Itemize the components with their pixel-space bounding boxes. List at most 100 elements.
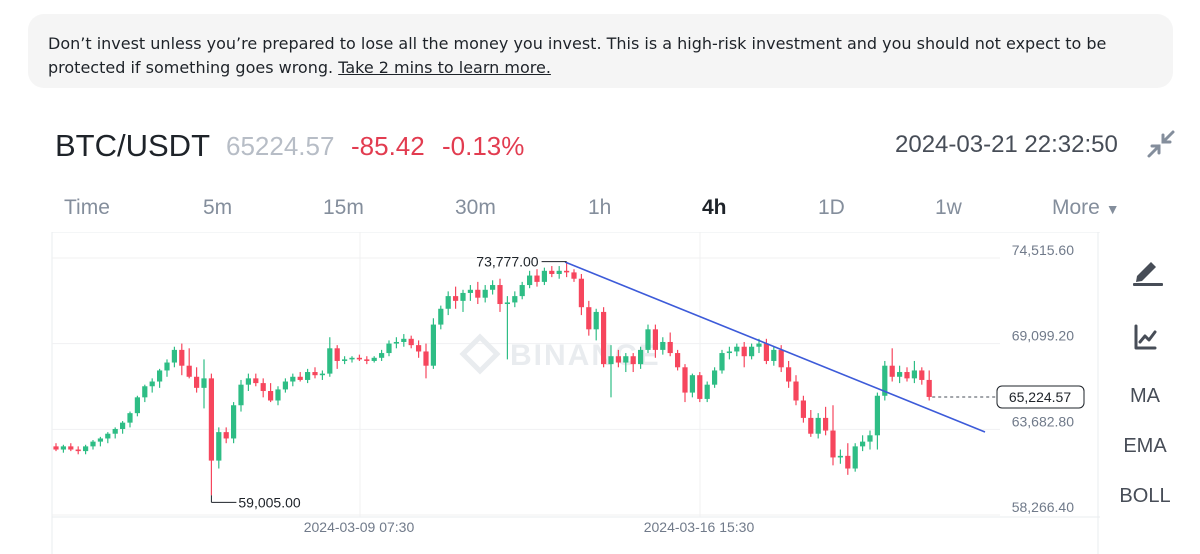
high-label: 73,777.00: [476, 254, 538, 270]
candle-up: [608, 356, 614, 365]
candle-down: [534, 275, 540, 282]
draw-pen-icon[interactable]: [1105, 252, 1185, 286]
watermark-text: BINANCE: [510, 339, 661, 372]
y-tick-label: 63,682.80: [1012, 413, 1074, 429]
candle-up: [815, 417, 821, 434]
current-price-box: [996, 385, 1085, 409]
candle-up: [726, 351, 732, 354]
candle-down: [297, 376, 303, 380]
candlestick-chart[interactable]: BINANCE 73,777.00 59,005.00 74,515.60 69,099…: [0, 232, 1100, 554]
interval-4h[interactable]: 4h: [702, 196, 727, 219]
candle-up: [216, 432, 222, 461]
candle-up: [638, 349, 644, 365]
candle-up: [837, 455, 843, 458]
candle-down: [223, 432, 229, 439]
candle-down: [75, 449, 81, 452]
interval-5m[interactable]: 5m: [203, 196, 233, 219]
candle-down: [475, 289, 481, 298]
candle-up: [512, 296, 518, 303]
indicator-chart-icon[interactable]: [1105, 322, 1185, 352]
ma-indicator-button[interactable]: MA: [1130, 385, 1160, 407]
candle-down: [697, 375, 703, 399]
candle-down: [253, 378, 259, 384]
candle-up: [482, 289, 488, 298]
candle-up: [386, 343, 392, 354]
candle-down: [889, 365, 895, 377]
candle-up: [749, 346, 755, 357]
interval-1w[interactable]: 1w: [935, 196, 962, 219]
candle-down: [564, 270, 570, 273]
candle-down: [453, 296, 459, 301]
last-price: 65224.57: [226, 131, 335, 161]
price-change-percent: -0.13%: [442, 131, 525, 161]
candle-up: [282, 381, 288, 390]
candle-up: [127, 413, 133, 423]
candle-up: [134, 397, 140, 414]
candle-up: [556, 270, 562, 274]
interval-more-label: More: [1052, 196, 1100, 219]
candle-up: [756, 343, 762, 347]
candle-up: [305, 372, 311, 380]
candle-down: [408, 338, 414, 346]
candle-down: [334, 348, 340, 361]
interval-selector: Time 5m 15m 30m 1h 4h 1D 1w More ▼: [0, 196, 1200, 226]
collapse-icon[interactable]: [1145, 128, 1177, 160]
candle-up: [623, 356, 629, 363]
interval-more[interactable]: More ▼: [1052, 196, 1120, 220]
candle-down: [578, 278, 584, 308]
candle-up: [201, 378, 207, 388]
candle-down: [667, 341, 673, 354]
interval-1d[interactable]: 1D: [818, 196, 845, 219]
interval-1h[interactable]: 1h: [588, 196, 612, 219]
candle-down: [808, 417, 814, 434]
candle-up: [860, 441, 866, 447]
candle-up: [327, 348, 333, 374]
candle-up: [430, 324, 436, 366]
candle-up: [527, 275, 533, 286]
interval-time[interactable]: Time: [64, 196, 110, 219]
candle-up: [771, 349, 777, 361]
candle-up: [342, 359, 348, 361]
candle-up: [704, 384, 710, 399]
candle-down: [68, 446, 74, 450]
candle-up: [645, 329, 651, 350]
price-change: -85.42: [351, 131, 425, 161]
datetime: 2024-03-21 22:32:50: [895, 131, 1118, 158]
candle-down: [800, 400, 806, 418]
candle-down: [675, 353, 681, 368]
candle-up: [719, 353, 725, 371]
candle-up: [112, 428, 118, 434]
candle-down: [179, 349, 185, 366]
candle-up: [371, 357, 377, 361]
candle-up: [541, 270, 547, 282]
candle-up: [231, 405, 237, 439]
candle-up: [504, 302, 510, 305]
candle-down: [312, 372, 318, 376]
y-tick-label: 58,266.40: [1012, 499, 1074, 515]
candle-up: [897, 372, 903, 377]
boll-indicator-button[interactable]: BOLL: [1119, 485, 1171, 507]
candle-down: [186, 365, 192, 377]
x-tick-label: 2024-03-16 15:30: [644, 519, 755, 535]
candle-up: [164, 362, 170, 371]
candle-up: [157, 370, 163, 382]
y-tick-label: 74,515.60: [1012, 242, 1074, 258]
candle-down: [356, 357, 362, 360]
candle-up: [519, 285, 525, 297]
candle-down: [763, 343, 769, 361]
candle-up: [393, 341, 399, 344]
candle-up: [149, 381, 155, 387]
watermark-logo: [459, 333, 501, 375]
candle-up: [660, 341, 666, 350]
candle-down: [194, 376, 200, 388]
interval-30m[interactable]: 30m: [455, 196, 496, 219]
candle-down: [652, 329, 658, 350]
risk-warning-text: Don’t invest unless you’re prepared to l…: [48, 34, 1107, 77]
interval-15m[interactable]: 15m: [323, 196, 364, 219]
candle-down: [830, 430, 836, 458]
ema-indicator-button[interactable]: EMA: [1123, 435, 1167, 457]
candle-up: [882, 365, 888, 396]
candle-down: [615, 356, 621, 363]
candle-up: [911, 370, 917, 379]
learn-more-link[interactable]: Take 2 mins to learn more.: [338, 58, 551, 77]
